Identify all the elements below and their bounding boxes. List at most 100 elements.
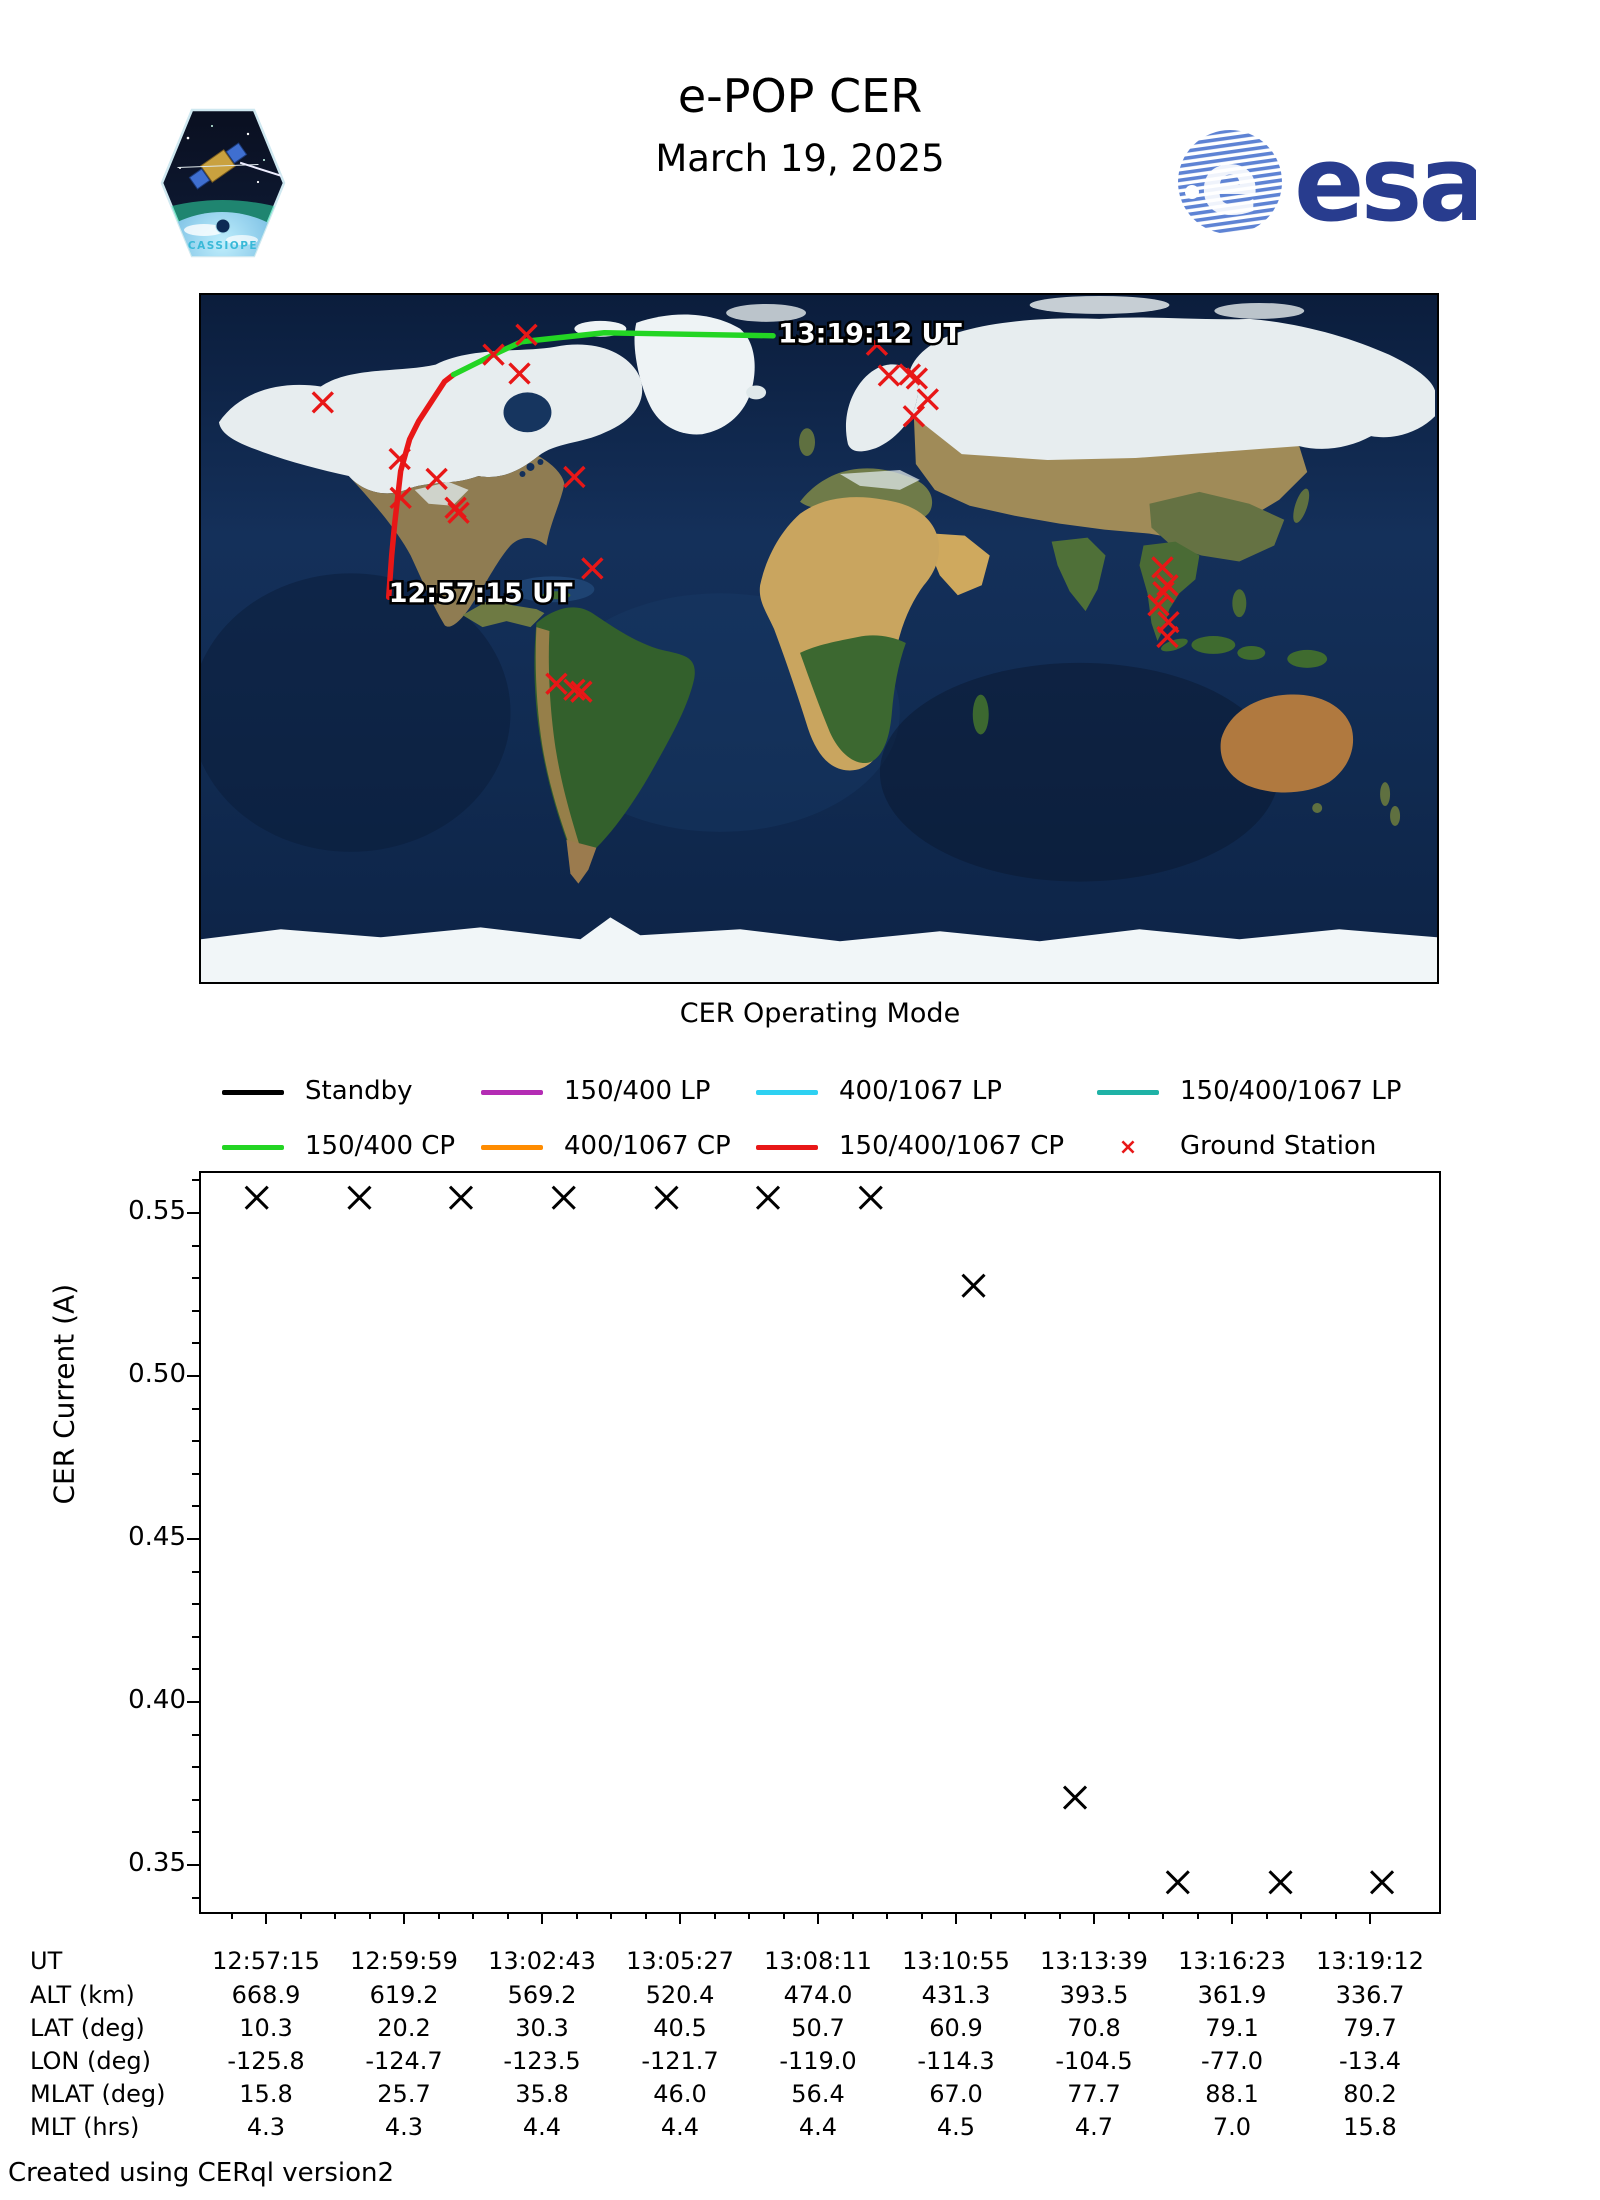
table-cell: 12:59:59 bbox=[350, 1947, 458, 1975]
table-cell: 80.2 bbox=[1343, 2080, 1397, 2108]
ground-station-x-icon bbox=[482, 343, 505, 366]
table-cell: -123.5 bbox=[503, 2047, 581, 2075]
table-cell: 25.7 bbox=[377, 2080, 431, 2108]
ground-station-x-icon bbox=[916, 388, 940, 411]
x-minor-tick bbox=[644, 1912, 647, 1919]
scatter-point-x-icon bbox=[755, 1185, 781, 1210]
legend-title: CER Operating Mode bbox=[679, 998, 961, 1029]
scatter-canvas bbox=[244, 1185, 1395, 1895]
table-cell: 13:02:43 bbox=[488, 1947, 596, 1975]
y-major-tick bbox=[187, 1375, 199, 1377]
table-cell: -13.4 bbox=[1338, 2047, 1402, 2075]
table-cell: 13:10:55 bbox=[902, 1947, 1010, 1975]
x-minor-tick bbox=[299, 1912, 302, 1919]
legend-label: 150/400/1067 LP bbox=[1180, 1076, 1402, 1106]
y-tick-label: 0.35 bbox=[128, 1848, 186, 1878]
x-major-tick bbox=[1231, 1912, 1233, 1924]
table-cell: -77.0 bbox=[1200, 2047, 1264, 2075]
scatter-point-x-icon bbox=[1062, 1785, 1088, 1810]
ground-station-markers bbox=[311, 323, 1180, 703]
table-cell: 77.7 bbox=[1067, 2080, 1121, 2108]
ground-track-map: 12:57:15 UT 13:19:12 UT bbox=[199, 293, 1439, 984]
y-minor-tick bbox=[192, 1505, 199, 1508]
table-cell: 7.0 bbox=[1212, 2113, 1252, 2141]
table-cell: 4.7 bbox=[1074, 2113, 1114, 2141]
ground-station-x-icon bbox=[902, 405, 926, 428]
x-minor-tick bbox=[713, 1912, 716, 1919]
x-minor-tick bbox=[334, 1912, 336, 1919]
table-cell: 70.8 bbox=[1067, 2014, 1121, 2042]
legend-label: 400/1067 LP bbox=[839, 1076, 1002, 1106]
table-cell: 15.8 bbox=[239, 2080, 293, 2108]
table-cell: 10.3 bbox=[239, 2014, 293, 2042]
x-minor-tick bbox=[575, 1912, 578, 1919]
y-minor-tick bbox=[192, 1635, 199, 1638]
table-cell: 4.4 bbox=[660, 2113, 700, 2141]
esa-globe-icon: e bbox=[1178, 130, 1282, 234]
table-cell: 474.0 bbox=[783, 1981, 853, 2009]
scatter-point-x-icon bbox=[1165, 1870, 1190, 1895]
table-cell: 13:05:27 bbox=[626, 1947, 734, 1975]
y-minor-tick bbox=[192, 1896, 199, 1899]
y-minor-tick bbox=[192, 1570, 199, 1573]
table-cell: 30.3 bbox=[515, 2014, 569, 2042]
legend-label: 150/400 CP bbox=[305, 1131, 456, 1161]
table-row-label: MLAT (deg) bbox=[30, 2080, 166, 2108]
figure-title-block: e-POP CER March 19, 2025 bbox=[420, 70, 1180, 180]
y-tick-label: 0.50 bbox=[128, 1359, 186, 1389]
esa-logo: e esa bbox=[1176, 123, 1489, 245]
x-major-tick bbox=[541, 1912, 543, 1924]
legend-label: 400/1067 CP bbox=[564, 1131, 731, 1161]
ground-station-legend-x-icon: × bbox=[1118, 1135, 1138, 1160]
y-minor-tick bbox=[192, 1766, 199, 1769]
table-cell: -121.7 bbox=[641, 2047, 719, 2075]
table-cell: 4.4 bbox=[798, 2113, 838, 2141]
y-minor-tick bbox=[192, 1668, 199, 1671]
table-cell: 668.9 bbox=[231, 1981, 301, 2009]
legend-label: Ground Station bbox=[1180, 1131, 1377, 1161]
esa-logo-text: esa bbox=[1294, 128, 1476, 240]
ground-station-x-icon bbox=[877, 364, 901, 387]
table-row-label: ALT (km) bbox=[30, 1981, 135, 2009]
table-cell: 4.4 bbox=[522, 2113, 562, 2141]
table-cell: 336.7 bbox=[1335, 1981, 1405, 2009]
x-minor-tick bbox=[506, 1912, 509, 1919]
x-minor-tick bbox=[851, 1912, 854, 1919]
legend-line-swatch bbox=[756, 1090, 818, 1095]
y-minor-tick bbox=[192, 1831, 199, 1834]
x-minor-tick bbox=[1127, 1912, 1130, 1919]
x-minor-tick bbox=[748, 1912, 750, 1919]
table-cell: 88.1 bbox=[1205, 2080, 1259, 2108]
table-cell: 361.9 bbox=[1197, 1981, 1267, 2009]
table-row-label: LAT (deg) bbox=[30, 2014, 145, 2042]
ground-station-x-icon bbox=[865, 333, 889, 356]
x-minor-tick bbox=[437, 1912, 440, 1919]
table-cell: -119.0 bbox=[779, 2047, 857, 2075]
cassiope-mission-patch: CASSIOPE bbox=[160, 108, 286, 262]
table-cell: 56.4 bbox=[791, 2080, 845, 2108]
x-major-tick bbox=[1369, 1912, 1371, 1924]
ground-station-x-icon bbox=[570, 680, 593, 703]
x-minor-tick bbox=[472, 1912, 474, 1919]
ground-station-x-icon bbox=[311, 391, 334, 414]
scatter-point-x-icon bbox=[1268, 1870, 1293, 1895]
x-minor-tick bbox=[1024, 1912, 1026, 1919]
y-major-tick bbox=[187, 1701, 199, 1703]
table-cell: 4.5 bbox=[936, 2113, 976, 2141]
table-cell: 50.7 bbox=[791, 2014, 845, 2042]
track-segment-150-400-1067-cp bbox=[385, 371, 457, 600]
page-title: e-POP CER bbox=[677, 69, 923, 123]
x-minor-tick bbox=[1300, 1912, 1302, 1919]
x-minor-tick bbox=[230, 1912, 233, 1919]
x-minor-tick bbox=[1162, 1912, 1164, 1919]
scatter-point-x-icon bbox=[347, 1185, 372, 1210]
scatter-point-x-icon bbox=[858, 1185, 883, 1210]
continents bbox=[201, 295, 1437, 982]
table-cell: 60.9 bbox=[929, 2014, 983, 2042]
y-tick-label: 0.45 bbox=[128, 1522, 186, 1552]
cer-current-plot bbox=[199, 1171, 1441, 1914]
scatter-point-x-icon bbox=[448, 1185, 474, 1210]
ground-station-x-icon bbox=[563, 678, 586, 701]
legend-line-swatch bbox=[222, 1090, 284, 1095]
table-cell: 569.2 bbox=[507, 1981, 577, 2009]
